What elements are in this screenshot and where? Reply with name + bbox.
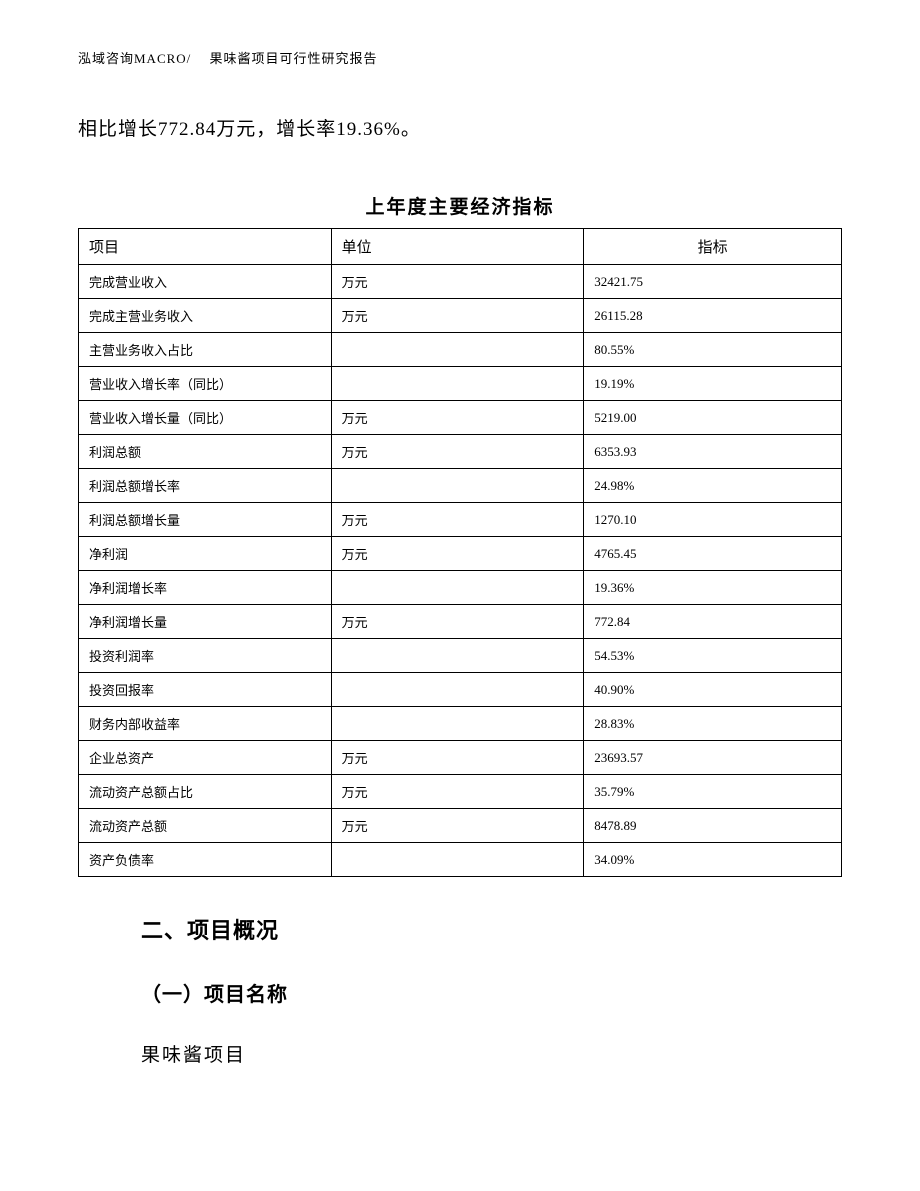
table-row: 利润总额增长量 万元 1270.10 <box>79 503 842 537</box>
table-cell-unit: 万元 <box>331 809 584 843</box>
table-row: 完成主营业务收入 万元 26115.28 <box>79 299 842 333</box>
table-cell-item: 净利润增长量 <box>79 605 332 639</box>
table-header-unit: 单位 <box>331 229 584 265</box>
table-header-item: 项目 <box>79 229 332 265</box>
table-cell-value: 772.84 <box>584 605 842 639</box>
table-cell-value: 19.36% <box>584 571 842 605</box>
table-cell-value: 1270.10 <box>584 503 842 537</box>
table-row: 流动资产总额占比 万元 35.79% <box>79 775 842 809</box>
table-cell-value: 28.83% <box>584 707 842 741</box>
table-cell-unit <box>331 673 584 707</box>
table-row: 投资回报率 40.90% <box>79 673 842 707</box>
table-header-row: 项目 单位 指标 <box>79 229 842 265</box>
subsection-heading-2-1: （一）项目名称 <box>141 978 288 1007</box>
table-cell-item: 利润总额增长量 <box>79 503 332 537</box>
table-cell-unit <box>331 367 584 401</box>
page-header: 泓域咨询MACRO/ 果味酱项目可行性研究报告 <box>78 48 378 67</box>
table-row: 利润总额增长率 24.98% <box>79 469 842 503</box>
table-cell-item: 投资回报率 <box>79 673 332 707</box>
table-cell-value: 8478.89 <box>584 809 842 843</box>
table-cell-unit <box>331 843 584 877</box>
intro-paragraph: 相比增长772.84万元，增长率19.36%。 <box>78 114 421 141</box>
table-cell-item: 完成主营业务收入 <box>79 299 332 333</box>
table-cell-value: 32421.75 <box>584 265 842 299</box>
table-row: 资产负债率 34.09% <box>79 843 842 877</box>
table-cell-unit: 万元 <box>331 741 584 775</box>
table-cell-unit: 万元 <box>331 401 584 435</box>
table-cell-value: 34.09% <box>584 843 842 877</box>
table-cell-item: 完成营业收入 <box>79 265 332 299</box>
table-cell-item: 净利润增长率 <box>79 571 332 605</box>
table-row: 营业收入增长率（同比） 19.19% <box>79 367 842 401</box>
project-name-text: 果味酱项目 <box>141 1040 246 1067</box>
table-cell-value: 23693.57 <box>584 741 842 775</box>
table-cell-item: 营业收入增长率（同比） <box>79 367 332 401</box>
table-cell-value: 40.90% <box>584 673 842 707</box>
table-cell-value: 5219.00 <box>584 401 842 435</box>
table-cell-item: 主营业务收入占比 <box>79 333 332 367</box>
table-cell-item: 投资利润率 <box>79 639 332 673</box>
table-cell-unit <box>331 333 584 367</box>
table-cell-unit: 万元 <box>331 435 584 469</box>
table-row: 投资利润率 54.53% <box>79 639 842 673</box>
table-row: 流动资产总额 万元 8478.89 <box>79 809 842 843</box>
table-cell-unit: 万元 <box>331 537 584 571</box>
economic-indicators-table: 项目 单位 指标 完成营业收入 万元 32421.75 完成主营业务收入 万元 … <box>78 228 842 877</box>
table-cell-unit <box>331 707 584 741</box>
table-cell-item: 营业收入增长量（同比） <box>79 401 332 435</box>
table-row: 企业总资产 万元 23693.57 <box>79 741 842 775</box>
table-cell-unit: 万元 <box>331 265 584 299</box>
table-cell-value: 19.19% <box>584 367 842 401</box>
table-cell-unit: 万元 <box>331 775 584 809</box>
table-row: 净利润 万元 4765.45 <box>79 537 842 571</box>
table-cell-item: 企业总资产 <box>79 741 332 775</box>
table-cell-unit: 万元 <box>331 605 584 639</box>
table-cell-value: 35.79% <box>584 775 842 809</box>
table-row: 利润总额 万元 6353.93 <box>79 435 842 469</box>
table-cell-item: 利润总额增长率 <box>79 469 332 503</box>
table-cell-unit: 万元 <box>331 299 584 333</box>
table-cell-value: 54.53% <box>584 639 842 673</box>
table-cell-value: 24.98% <box>584 469 842 503</box>
table-cell-unit <box>331 469 584 503</box>
table-cell-item: 流动资产总额 <box>79 809 332 843</box>
table-cell-value: 80.55% <box>584 333 842 367</box>
table-row: 净利润增长率 19.36% <box>79 571 842 605</box>
table-row: 营业收入增长量（同比） 万元 5219.00 <box>79 401 842 435</box>
table-cell-item: 利润总额 <box>79 435 332 469</box>
table-cell-item: 净利润 <box>79 537 332 571</box>
table-row: 主营业务收入占比 80.55% <box>79 333 842 367</box>
table-cell-item: 资产负债率 <box>79 843 332 877</box>
table-cell-unit: 万元 <box>331 503 584 537</box>
table-header-value: 指标 <box>584 229 842 265</box>
table-cell-unit <box>331 639 584 673</box>
table-cell-unit <box>331 571 584 605</box>
table-row: 净利润增长量 万元 772.84 <box>79 605 842 639</box>
table-row: 完成营业收入 万元 32421.75 <box>79 265 842 299</box>
table-cell-value: 4765.45 <box>584 537 842 571</box>
table-cell-value: 6353.93 <box>584 435 842 469</box>
table-cell-item: 流动资产总额占比 <box>79 775 332 809</box>
table-title: 上年度主要经济指标 <box>0 192 920 219</box>
table-cell-item: 财务内部收益率 <box>79 707 332 741</box>
table-row: 财务内部收益率 28.83% <box>79 707 842 741</box>
section-heading-2: 二、项目概况 <box>141 913 279 945</box>
table-cell-value: 26115.28 <box>584 299 842 333</box>
